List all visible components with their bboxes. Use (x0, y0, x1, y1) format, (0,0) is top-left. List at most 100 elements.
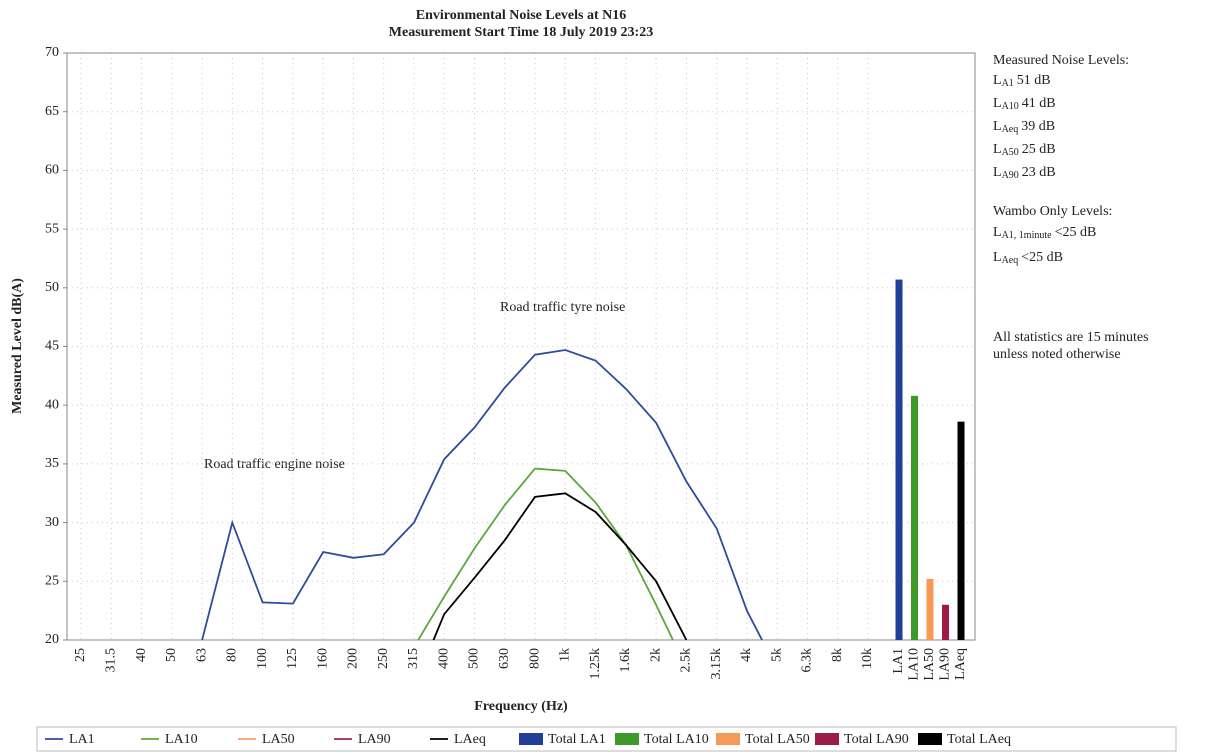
y-axis-title: Measured Level dB(A) (10, 278, 25, 414)
y-tick-label: 50 (45, 280, 59, 295)
plot-area (201, 279, 965, 640)
x-tick-label: 2.5k (679, 648, 694, 673)
x-tick-label: 315 (406, 648, 421, 669)
x-tick-label: 250 (376, 648, 391, 669)
x-tick-label: 63 (194, 648, 209, 662)
note-sub: Aeq (1002, 255, 1019, 266)
bar (895, 279, 903, 640)
note-level: LA50 25 dB (993, 142, 1056, 158)
note-heading: Wambo Only Levels: (993, 204, 1112, 219)
legend-swatch (519, 733, 543, 745)
x-tick-label: 50 (164, 648, 179, 662)
x-tick-label: LA50 (922, 648, 937, 681)
legend-label: Total LA10 (644, 732, 709, 747)
bar (942, 604, 949, 640)
note-sub: A1 (1002, 78, 1014, 89)
note-value: 39 dB (1021, 119, 1055, 134)
legend-label: LA10 (165, 732, 198, 747)
x-tick-label: 4k (739, 648, 754, 662)
y-tick-label: 60 (45, 163, 59, 178)
x-tick-label: 10k (860, 648, 875, 669)
y-tick-label: 30 (45, 515, 59, 530)
note-value: 51 dB (1017, 73, 1051, 88)
note-level: LA1, 1minute <25 dB (993, 225, 1096, 241)
note-value: 25 dB (1022, 142, 1056, 157)
chart-title: Environmental Noise Levels at N16 (416, 8, 627, 23)
note-value: 41 dB (1022, 96, 1056, 111)
legend-swatch (716, 733, 740, 745)
bar (957, 421, 965, 640)
annotation: Road traffic tyre noise (500, 300, 625, 315)
x-tick-label: 25 (73, 648, 88, 662)
x-tick-label: 2k (648, 648, 663, 662)
plot-frame (66, 52, 976, 641)
x-tick-label: 630 (497, 648, 512, 669)
legend-swatch (615, 733, 639, 745)
note-sub: A50 (1002, 147, 1019, 158)
chart-subtitle: Measurement Start Time 18 July 2019 23:2… (389, 25, 653, 40)
line (417, 467, 674, 640)
note-base: L (993, 142, 1002, 157)
legend-label: LA50 (262, 732, 295, 747)
note-level: LAeq 39 dB (993, 119, 1055, 135)
x-tick-label: 1.6k (618, 648, 633, 673)
note-level: LA90 23 dB (993, 165, 1056, 181)
note-heading: Measured Noise Levels: (993, 53, 1129, 68)
legend-label: LA90 (358, 732, 391, 747)
legend-swatch (918, 733, 942, 745)
legend-label: LA1 (69, 732, 95, 747)
note-value: <25 dB (1021, 250, 1063, 265)
note-sub: A1, 1minute (1002, 230, 1053, 241)
x-tick-label: 40 (134, 648, 149, 662)
y-tick-label: 55 (45, 221, 59, 236)
legend-swatch (815, 733, 839, 745)
note-base: L (993, 250, 1002, 265)
note-footnote: unless noted otherwise (993, 347, 1121, 362)
note-sub: A90 (1002, 170, 1019, 181)
y-tick-label: 20 (45, 632, 59, 647)
y-tick-label: 35 (45, 456, 59, 471)
legend-label: Total LAeq (947, 732, 1011, 747)
x-tick-label: 200 (346, 648, 361, 669)
x-tick-label: 160 (315, 648, 330, 669)
legend-label: Total LA50 (745, 732, 810, 747)
x-tick-label: 800 (527, 648, 542, 669)
note-base: L (993, 96, 1002, 111)
line (432, 492, 688, 640)
legend-box (36, 726, 1177, 752)
note-base: L (993, 119, 1002, 134)
x-tick-label: 400 (436, 648, 451, 669)
x-tick-label: 80 (225, 648, 240, 662)
annotation: Road traffic engine noise (204, 457, 345, 472)
y-tick-label: 25 (45, 574, 59, 589)
y-tick-label: 65 (45, 104, 59, 119)
x-tick-label: 125 (285, 648, 300, 669)
x-axis-title: Frequency (Hz) (474, 699, 568, 714)
x-tick-label: 31.5 (103, 648, 118, 673)
note-base: L (993, 165, 1002, 180)
x-tick-label: 3.15k (709, 648, 724, 680)
note-base: L (993, 225, 1002, 240)
x-tick-label: 500 (467, 648, 482, 669)
note-base: L (993, 73, 1002, 88)
note-level: LAeq <25 dB (993, 250, 1063, 266)
x-tick-label: LA10 (907, 648, 922, 681)
note-level: LA1 51 dB (993, 73, 1051, 89)
x-tick-label: LA90 (938, 648, 953, 681)
x-tick-label: 100 (255, 648, 270, 669)
note-value: <25 dB (1055, 225, 1097, 240)
line (201, 349, 764, 640)
note-level: LA10 41 dB (993, 96, 1056, 112)
y-tick-label: 70 (45, 45, 59, 60)
x-tick-label: 6.3k (800, 648, 815, 673)
x-tick-label: 1k (558, 648, 573, 662)
x-tick-label: 1.25k (588, 648, 603, 680)
legend-label: Total LA1 (548, 732, 606, 747)
note-footnote: All statistics are 15 minutes (993, 330, 1149, 345)
x-tick-label: 8k (830, 648, 845, 662)
y-tick-label: 40 (45, 397, 59, 412)
x-tick-label: LA1 (891, 648, 906, 674)
note-sub: A10 (1002, 101, 1019, 112)
